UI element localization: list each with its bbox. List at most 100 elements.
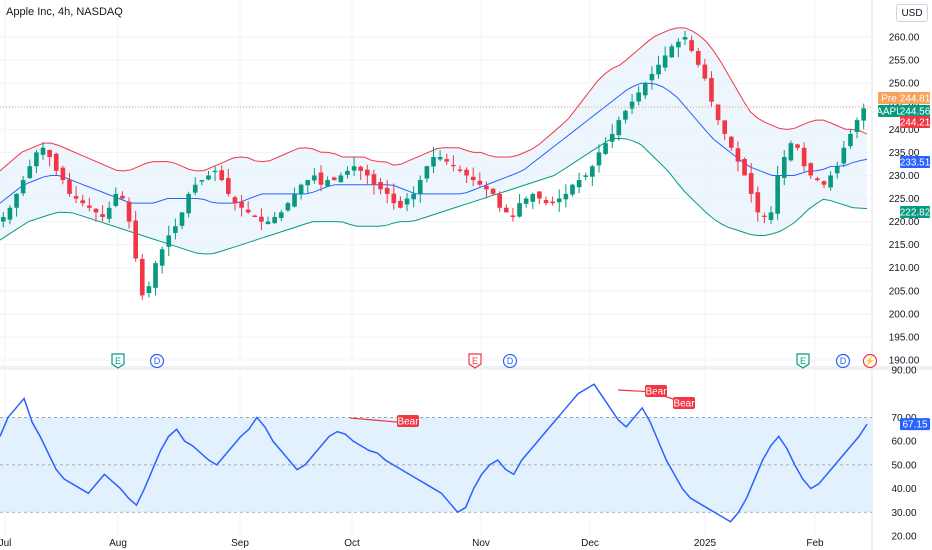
rsi-value-tag: 67.15 bbox=[902, 420, 927, 431]
rsi-y-tick-label: 40.00 bbox=[891, 484, 916, 495]
earnings-icon bbox=[468, 353, 482, 369]
candle-body bbox=[325, 180, 330, 187]
event-label: E bbox=[472, 356, 478, 366]
candle-body bbox=[146, 286, 152, 294]
candle-body bbox=[636, 92, 641, 102]
candle-body bbox=[278, 212, 284, 218]
rsi-y-tick-label: 50.00 bbox=[891, 460, 916, 471]
x-tick-label: Jul bbox=[0, 538, 11, 549]
event-label: D bbox=[840, 356, 847, 366]
bear-label: Bear bbox=[397, 415, 419, 428]
candle-body bbox=[259, 216, 264, 222]
candle-body bbox=[642, 83, 648, 96]
candle-body bbox=[318, 172, 324, 185]
price-tag-label-bg bbox=[878, 92, 900, 104]
y-tick-label: 195.00 bbox=[889, 332, 920, 343]
candle-body bbox=[206, 175, 211, 180]
event-marker-D: D bbox=[502, 353, 518, 369]
candle-body bbox=[100, 214, 105, 217]
candle-body bbox=[437, 157, 443, 160]
price-tag: 222.82 bbox=[900, 206, 931, 219]
candle-body bbox=[576, 180, 582, 188]
candle-body bbox=[365, 169, 370, 176]
y-tick-label: 220.00 bbox=[889, 217, 920, 228]
candle-body bbox=[517, 203, 522, 217]
candle-body bbox=[20, 180, 26, 194]
candle-body bbox=[67, 179, 72, 194]
bear-label: Bear bbox=[673, 397, 695, 410]
candle-body bbox=[358, 166, 364, 171]
candle-body bbox=[431, 157, 436, 167]
candle-body bbox=[179, 212, 185, 226]
candle-body bbox=[153, 263, 158, 288]
event-label: ⚡ bbox=[864, 355, 875, 367]
x-tick-label: Dec bbox=[581, 538, 599, 549]
currency-button[interactable]: USD bbox=[896, 4, 928, 22]
candle-body bbox=[312, 175, 317, 181]
candle-body bbox=[477, 180, 483, 185]
price-tag-value-bg bbox=[900, 116, 930, 128]
y-tick-label: 190.00 bbox=[889, 356, 920, 367]
candle-body bbox=[133, 220, 138, 259]
candle-body bbox=[139, 258, 145, 296]
candle-body bbox=[795, 144, 800, 148]
candle-body bbox=[801, 147, 807, 167]
price-tag-value: 222.82 bbox=[900, 208, 931, 219]
candle-body bbox=[682, 37, 688, 40]
event-label: E bbox=[115, 356, 121, 366]
event-marker-D: D bbox=[835, 353, 851, 369]
candle-body bbox=[735, 148, 741, 162]
candle-body bbox=[583, 175, 589, 177]
x-tick-label: Sep bbox=[231, 538, 249, 549]
candle-body bbox=[351, 166, 357, 171]
y-tick-label: 215.00 bbox=[889, 240, 920, 251]
candle-body bbox=[854, 120, 860, 132]
candle-body bbox=[781, 157, 787, 178]
candle-body bbox=[834, 166, 840, 174]
candle-body bbox=[226, 178, 231, 194]
split-icon bbox=[862, 353, 878, 369]
price-tag-value: 244.21 bbox=[900, 118, 931, 129]
price-tag: 244.21 bbox=[900, 116, 931, 129]
candle-body bbox=[497, 194, 502, 208]
lower-band-line bbox=[0, 138, 868, 255]
candle-body bbox=[484, 185, 489, 190]
dividend-icon bbox=[835, 353, 851, 369]
rsi-y-tick-label: 30.00 bbox=[891, 508, 916, 519]
candle-body bbox=[120, 195, 125, 199]
y-tick-label: 225.00 bbox=[889, 194, 920, 205]
y-tick-label: 240.00 bbox=[889, 125, 920, 136]
candle-body bbox=[695, 51, 701, 65]
x-tick-label: Nov bbox=[472, 538, 490, 549]
candle-body bbox=[590, 166, 595, 177]
candle-body bbox=[113, 193, 119, 206]
candle-body bbox=[292, 193, 297, 207]
candle-body bbox=[345, 170, 350, 175]
bear-label-bg bbox=[673, 397, 695, 409]
candle-body bbox=[755, 192, 761, 213]
bear-label-text: Bear bbox=[673, 399, 695, 410]
candle-body bbox=[848, 133, 853, 147]
candle-body bbox=[715, 104, 721, 121]
candle-body bbox=[828, 175, 833, 188]
candle-body bbox=[510, 215, 516, 217]
candle-body bbox=[742, 159, 747, 176]
x-tick-label: Oct bbox=[344, 538, 360, 549]
y-tick-label: 210.00 bbox=[889, 263, 920, 274]
price-tag: 233.51 bbox=[900, 156, 931, 169]
price-tag-value: 244.56 bbox=[900, 107, 931, 118]
bear-label: Bear bbox=[645, 385, 667, 398]
candle-body bbox=[219, 170, 225, 181]
candle-body bbox=[596, 152, 602, 166]
candle-body bbox=[662, 55, 668, 68]
rsi-line bbox=[0, 383, 868, 523]
event-marker-D: D bbox=[149, 353, 165, 369]
event-marker-E: E bbox=[111, 353, 125, 369]
event-label: D bbox=[507, 356, 514, 366]
price-tag-value-bg bbox=[900, 92, 930, 104]
candle-body bbox=[503, 207, 509, 213]
rsi-y-tick-label: 60.00 bbox=[891, 437, 916, 448]
price-tag-value: 244.81 bbox=[900, 94, 931, 105]
y-tick-label: 260.00 bbox=[889, 33, 920, 44]
